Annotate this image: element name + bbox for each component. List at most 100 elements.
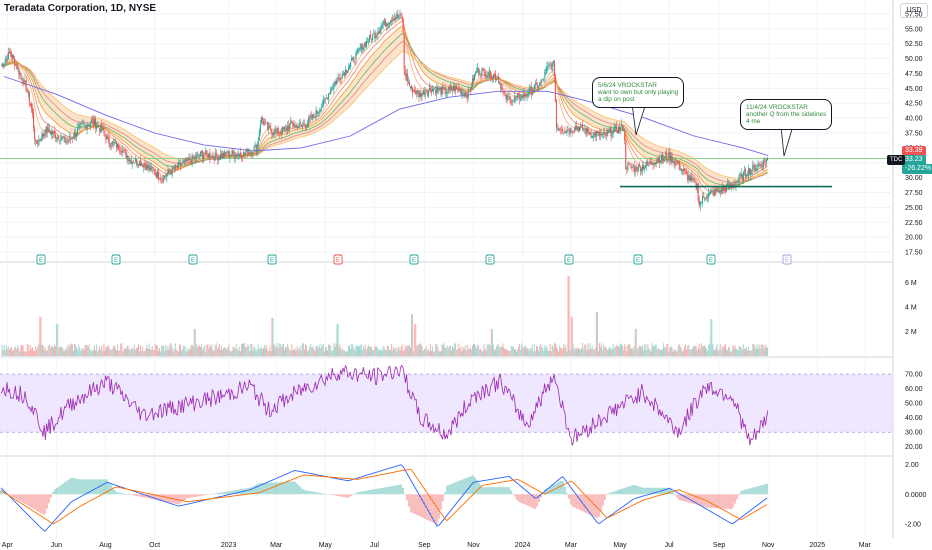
- macd-histogram-bar: [32, 494, 34, 509]
- volume-bar: [707, 351, 709, 356]
- macd-histogram-bar: [50, 494, 52, 498]
- volume-bar: [13, 349, 15, 356]
- macd-histogram-bar: [424, 494, 426, 519]
- candle-body: [257, 139, 259, 147]
- volume-bar: [273, 344, 275, 356]
- volume-bar: [260, 347, 262, 356]
- candle-body: [700, 202, 702, 204]
- volume-bar: [428, 351, 430, 356]
- candle-body: [514, 97, 517, 99]
- candle-body: [232, 150, 234, 154]
- candle-body: [585, 128, 587, 134]
- volume-bar: [65, 347, 67, 356]
- volume-bar: [642, 345, 644, 356]
- candle-body: [42, 132, 44, 137]
- candle-body: [40, 140, 42, 142]
- annotation-note[interactable]: 11/4/24 VROCKSTAR another Q from the sid…: [740, 99, 833, 130]
- candle-body: [490, 76, 492, 79]
- volume-bar: [225, 347, 227, 356]
- y-tick-label: 0.0000: [905, 492, 927, 499]
- candle-body: [67, 140, 69, 142]
- volume-bar: [755, 348, 757, 356]
- volume-bar: [471, 345, 473, 356]
- candle-body: [219, 154, 221, 160]
- candle-body: [302, 124, 304, 125]
- y-tick-label: 55.00: [905, 26, 923, 33]
- candle-body: [304, 125, 307, 128]
- candle-body: [397, 14, 399, 18]
- candle-body: [154, 172, 156, 175]
- macd-histogram-bar: [370, 489, 372, 495]
- candle-body: [458, 88, 460, 92]
- volume-bar: [330, 346, 332, 356]
- volume-bar: [70, 343, 72, 356]
- volume-bar: [572, 344, 574, 356]
- x-tick-label: May: [613, 542, 627, 549]
- volume-bar: [671, 347, 673, 356]
- volume-bar: [26, 344, 28, 356]
- volume-bar: [560, 347, 562, 356]
- macd-histogram-bar: [440, 494, 442, 510]
- candle-body: [764, 161, 766, 163]
- volume-bar: [314, 351, 316, 356]
- volume-bar: [177, 351, 179, 356]
- macd-histogram-bar: [482, 487, 484, 495]
- candle-body: [688, 175, 690, 180]
- macd-histogram-bar: [550, 486, 552, 495]
- macd-histogram-bar: [302, 489, 304, 495]
- candle-body: [760, 164, 762, 166]
- volume-bar: [209, 344, 211, 356]
- volume-bar: [761, 344, 763, 356]
- macd-histogram-bar: [356, 492, 358, 495]
- macd-histogram-bar: [662, 487, 664, 495]
- volume-bar: [589, 343, 591, 356]
- candle-body: [197, 155, 199, 157]
- candle-body: [705, 198, 707, 199]
- macd-histogram-bar: [58, 486, 60, 495]
- volume-bar: [139, 351, 141, 356]
- macd-histogram-bar: [44, 494, 46, 515]
- volume-bar: [116, 350, 117, 356]
- candle-body: [190, 161, 192, 164]
- macd-histogram-bar: [690, 494, 692, 504]
- volume-bar: [21, 345, 23, 356]
- candle-body: [173, 167, 175, 170]
- macd-histogram-bar: [458, 480, 460, 495]
- volume-bar: [255, 351, 257, 356]
- macd-histogram-bar: [466, 477, 468, 495]
- candle-body: [591, 136, 593, 139]
- macd-histogram-bar: [8, 494, 10, 495]
- volume-bar: [547, 350, 549, 356]
- macd-histogram-bar: [680, 494, 682, 501]
- candle-body: [205, 150, 207, 155]
- candle-body: [547, 65, 549, 66]
- volume-bar: [55, 346, 57, 356]
- candle-body: [743, 169, 745, 171]
- macd-histogram-bar: [336, 494, 338, 496]
- candle-body: [570, 128, 572, 132]
- volume-bar: [190, 345, 192, 356]
- macd-histogram-bar: [534, 494, 536, 510]
- macd-histogram-bar: [754, 487, 756, 495]
- candle-body: [166, 173, 168, 177]
- candle-body: [459, 89, 461, 92]
- macd-histogram-bar: [92, 479, 94, 495]
- candle-body: [440, 86, 442, 95]
- macd-histogram-bar: [598, 494, 600, 517]
- candle-body: [506, 94, 508, 101]
- volume-bar: [98, 349, 100, 356]
- macd-histogram-bar: [366, 490, 368, 495]
- currency-button[interactable]: USD: [900, 3, 928, 18]
- volume-bar: [715, 347, 717, 356]
- macd-histogram-bar: [406, 494, 408, 501]
- volume-bar: [289, 350, 291, 356]
- annotation-note[interactable]: 5/6/24 VROCKSTAR want to own but only pl…: [592, 77, 685, 108]
- candle-body: [509, 96, 511, 104]
- candle-body: [618, 127, 620, 131]
- macd-histogram-bar: [708, 494, 710, 508]
- volume-bar: [329, 344, 331, 356]
- candle-body: [134, 158, 136, 162]
- volume-bar: [380, 350, 382, 356]
- volume-bar: [736, 349, 738, 356]
